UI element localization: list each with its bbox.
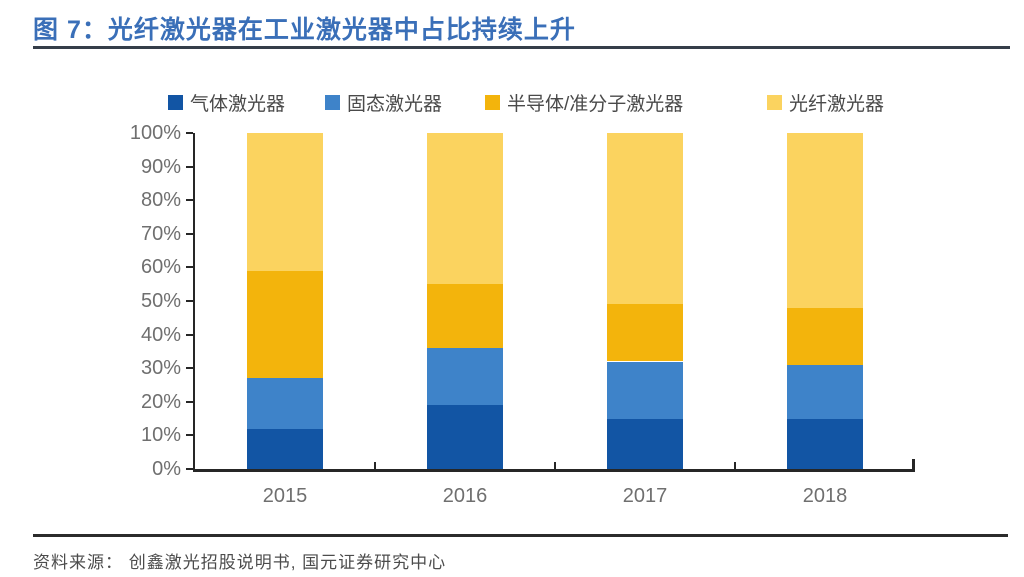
- y-axis-tick: [186, 165, 193, 168]
- x-axis-end-tick: [912, 459, 915, 469]
- y-axis-tick: [186, 132, 193, 134]
- bar-segment: [427, 133, 503, 285]
- bar-segment: [787, 364, 863, 419]
- y-axis-label: 20%: [140, 390, 181, 413]
- y-axis-tick: [186, 400, 193, 403]
- source-text: 资料来源： 创鑫激光招股说明书, 国元证券研究中心: [33, 553, 447, 572]
- legend-swatch: [168, 95, 183, 110]
- y-axis-label: 90%: [140, 155, 181, 178]
- x-axis-label: 2015: [262, 485, 308, 507]
- y-axis-label: 10%: [140, 424, 181, 447]
- legend-item: 固态激光器: [325, 89, 442, 116]
- bar-segment: [247, 270, 323, 379]
- legend-label: 半导体/准分子激光器: [507, 94, 684, 115]
- bar-segment: [607, 133, 683, 305]
- bar-segment: [427, 405, 503, 469]
- y-axis-label: 40%: [140, 323, 181, 346]
- y-axis-label: 80%: [140, 189, 181, 212]
- y-axis-label: 70%: [140, 222, 181, 245]
- x-axis-label: 2018: [802, 485, 848, 507]
- y-axis-tick: [186, 468, 193, 470]
- y-axis-label: 0%: [152, 458, 181, 480]
- x-axis-tick: [554, 462, 556, 469]
- x-axis-label: 2016: [442, 485, 488, 507]
- x-axis-tick: [734, 462, 736, 469]
- y-axis-label: 30%: [140, 357, 181, 380]
- bar-segment: [787, 133, 863, 308]
- y-axis-tick: [186, 367, 193, 370]
- x-axis-label: 2017: [622, 485, 668, 507]
- bar-segment: [607, 304, 683, 362]
- bar-segment: [607, 418, 683, 469]
- y-axis-label: 100%: [129, 122, 181, 144]
- legend-item: 光纤激光器: [767, 89, 884, 116]
- y-axis-tick: [186, 199, 193, 202]
- y-axis-tick: [186, 333, 193, 336]
- bar-segment: [787, 418, 863, 469]
- bar-segment: [427, 348, 503, 406]
- x-axis-tick: [374, 462, 376, 469]
- legend-label: 气体激光器: [190, 94, 286, 115]
- title-underline: [33, 46, 1010, 49]
- legend-swatch: [485, 95, 500, 110]
- legend-label: 光纤激光器: [789, 94, 885, 115]
- legend-item: 气体激光器: [168, 89, 285, 116]
- legend-label: 固态激光器: [347, 94, 443, 115]
- figure-title: 图 7：光纤激光器在工业激光器中占比持续上升: [33, 16, 576, 44]
- bar-segment: [247, 428, 323, 469]
- legend-item: 半导体/准分子激光器: [485, 89, 683, 116]
- y-axis-tick: [186, 434, 193, 437]
- bar-segment: [427, 284, 503, 349]
- bar-segment: [247, 378, 323, 429]
- bar-segment: [247, 133, 323, 271]
- plot-area: 0% 10% 20% 30% 40% 50% 60% 70% 80% 90% 100% 2015 201…: [130, 122, 915, 507]
- bar-segment: [607, 361, 683, 419]
- y-axis-label: 50%: [140, 290, 181, 312]
- bar-segment: [787, 307, 863, 365]
- legend-swatch: [325, 95, 340, 110]
- y-axis-tick: [186, 232, 193, 235]
- source-divider: [33, 534, 1008, 537]
- legend-swatch: [767, 95, 782, 110]
- legend: 气体激光器 固态激光器 半导体/准分子激光器 光纤激光器: [0, 89, 1024, 115]
- y-axis-label: 60%: [140, 256, 181, 279]
- y-axis-tick: [186, 266, 193, 269]
- y-axis-tick: [186, 300, 193, 302]
